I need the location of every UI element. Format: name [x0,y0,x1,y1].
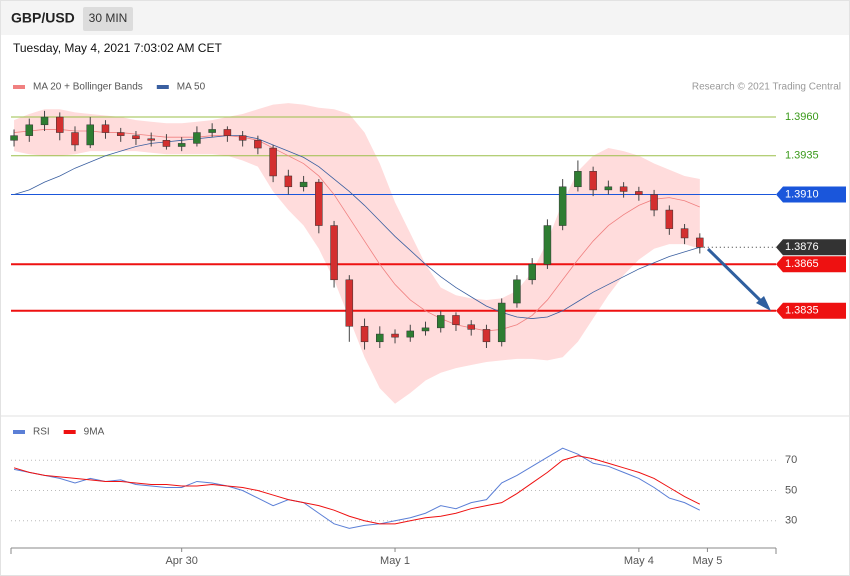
level-tag [776,109,846,126]
candle-body [528,264,536,281]
candle-body [467,324,475,330]
level-label: 1.3876 [785,241,819,253]
candle-body [56,116,64,133]
forecast-arrowhead [756,296,771,311]
level-tag [776,302,846,319]
candle-body [284,175,293,188]
ma-line [14,129,700,332]
legend-swatch [63,430,76,434]
legend-swatch [13,430,25,434]
candle-body [101,124,110,133]
y-tick-label: 50 [785,484,797,496]
candle-body [421,327,430,332]
candle-body [376,333,384,343]
candle-body [345,279,354,327]
candle-body [589,171,597,191]
candle-body [299,181,308,188]
price-panel: 1.3960 1.3935 1.3910 1.3876 1.3865 1.3835 MA 2… [10,82,846,404]
candle-body [604,186,613,191]
candle-body [650,194,658,211]
candle-body [574,171,582,188]
x-tick-label: Apr 30 [165,555,197,567]
candle-body [208,129,216,133]
candle-body [406,330,415,338]
level-tag [776,186,846,203]
candle-body [619,186,628,192]
x-tick-label: May 4 [624,555,654,567]
candle-body [116,132,125,136]
candle-body [177,143,186,147]
header-bar [1,1,849,35]
source: Research © 2021 Trading Central [692,82,841,93]
ma-line [13,135,700,319]
level-label: 1.3910 [785,188,819,200]
bollinger-band [14,103,700,404]
candle-body [40,116,49,126]
candle-body [482,329,491,343]
candle-body [269,147,277,177]
legend-label: MA 50 [177,82,206,93]
legend-swatch [13,85,25,89]
candle-body [254,140,262,149]
candle-body [497,302,506,343]
symbol: GBP/USD [11,10,75,26]
timeframe[interactable]: 30 MIN [89,11,128,25]
candle-body [223,129,232,136]
candle-body [665,209,674,229]
level-tag [776,256,846,273]
legend-swatch [156,85,169,89]
candle-body [513,279,521,304]
candle-body [330,225,338,281]
candle-body [132,135,140,139]
candle-body [436,315,445,329]
level-label: 1.3865 [785,258,819,270]
timeframe-box[interactable] [83,7,133,31]
candle-body [543,225,552,265]
candle-body [238,135,247,141]
candle-body [147,138,155,141]
level-tag [776,147,846,164]
x-tick-label: May 5 [692,555,722,567]
candle-body [86,124,94,146]
rsi-panel: 30 50 70 Apr 30 May 1 May 4 May 5 RSI 9MA [10,427,797,567]
level-label: 1.3960 [785,111,819,123]
level-label: 1.3835 [785,305,819,317]
candle-body [71,132,79,146]
candle-body [360,326,369,343]
candle-body [193,132,201,144]
forecast-arrow [706,247,766,306]
candle-body [696,237,704,248]
legend-label: MA 20 + Bollinger Bands [33,82,143,93]
x-tick-label: May 1 [380,555,410,567]
candle-body [315,181,323,226]
candle-body [25,124,34,136]
candle-body [452,315,460,326]
date: Tuesday, May 4, 2021 7:03:02 AM CET [13,41,222,55]
legend-label: RSI [33,427,50,438]
candle-body [162,140,171,147]
rsi-line [13,455,701,525]
candle-body [680,228,689,239]
level-label: 1.3935 [785,150,819,162]
y-tick-label: 70 [785,454,797,466]
candle-body [10,135,18,141]
candle-body [635,191,643,195]
y-tick-label: 30 [785,515,797,527]
candle-body [558,186,567,226]
candle-body [391,333,399,338]
level-tag [776,239,846,256]
legend-label: 9MA [84,427,105,438]
